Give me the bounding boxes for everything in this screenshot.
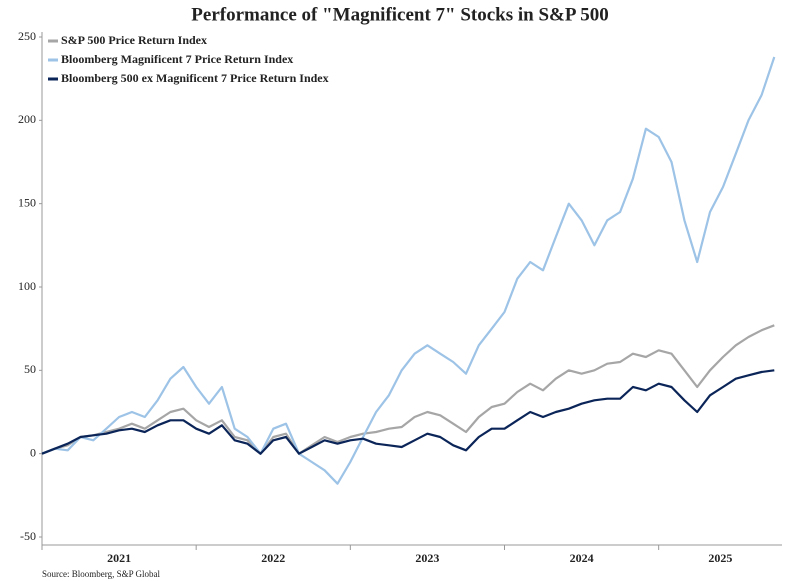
series-line <box>41 324 775 455</box>
y-tick-label: 0 <box>30 445 36 459</box>
series-line <box>41 369 775 455</box>
y-tick-label: 250 <box>18 29 36 43</box>
y-tick-label: 100 <box>18 279 36 293</box>
x-tick-label: 2023 <box>415 551 439 565</box>
chart-title: Performance of "Magnificent 7" Stocks in… <box>191 4 608 25</box>
y-tick-label: 50 <box>24 362 36 376</box>
source-note: Source: Bloomberg, S&P Global <box>42 569 160 579</box>
y-tick-label: 150 <box>18 195 36 209</box>
legend-label: S&P 500 Price Return Index <box>61 33 207 47</box>
legend-label: Bloomberg Magnificent 7 Price Return Ind… <box>61 52 293 66</box>
x-tick-label: 2021 <box>107 551 131 565</box>
y-tick-label: 200 <box>18 112 36 126</box>
x-tick-label: 2025 <box>708 551 732 565</box>
x-tick-label: 2022 <box>261 551 285 565</box>
legend-label: Bloomberg 500 ex Magnificent 7 Price Ret… <box>61 71 329 85</box>
y-tick-label: -50 <box>20 529 36 543</box>
series-line <box>41 56 776 485</box>
x-tick-label: 2024 <box>570 551 594 565</box>
